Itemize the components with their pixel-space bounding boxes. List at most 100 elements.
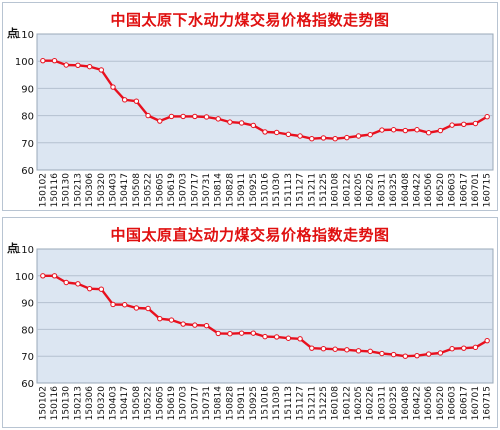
x-tick-label: 150522 [144,386,154,420]
data-point [51,273,58,279]
data-point [75,281,81,287]
data-point [145,305,151,312]
x-tick-label: 150403 [109,386,119,420]
x-tick-label: 150320 [97,173,107,208]
data-point [40,57,46,64]
x-tick-label: 160311 [377,173,387,207]
y-tick-label: 70 [21,352,34,363]
x-tick-label: 150925 [249,386,259,420]
data-point [133,98,140,104]
data-point [238,120,245,126]
data-point [262,333,268,340]
data-point [203,114,210,120]
y-tick-label: 60 [21,166,34,177]
x-tick-label: 151030 [272,386,282,421]
data-point [402,127,409,134]
x-tick-label: 151016 [261,173,271,208]
x-tick-label: 150703 [179,173,189,207]
x-tick-label: 160122 [342,173,352,207]
x-tick-label: 160205 [354,386,364,420]
data-point [180,113,186,120]
data-point [121,97,128,103]
data-point [344,347,350,353]
data-point [297,133,303,139]
data-point [285,131,292,138]
data-point [309,345,315,351]
x-tick-label: 150116 [50,173,60,208]
x-tick-label: 150417 [120,386,130,420]
data-point [98,286,105,292]
x-tick-label: 160715 [483,386,493,420]
x-tick-label: 160715 [483,173,493,207]
y-unit-label: 点 [7,27,18,40]
x-tick-label: 150828 [225,173,235,208]
data-point [437,127,444,134]
x-tick-label: 160226 [366,173,376,208]
data-point [63,279,69,286]
data-point [461,345,467,351]
x-tick-label: 160520 [436,386,446,421]
x-tick-label: 150102 [38,386,48,420]
data-point [425,130,432,136]
x-tick-label: 160617 [459,173,469,207]
x-tick-label: 150306 [85,173,95,208]
x-tick-label: 160205 [354,173,364,207]
x-tick-label: 160617 [459,386,469,420]
x-tick-label: 160603 [448,173,458,207]
data-point [379,350,385,357]
x-tick-label: 151030 [272,173,282,208]
x-tick-label: 151225 [319,386,329,420]
x-tick-label: 160325 [389,386,399,420]
data-point [238,330,245,336]
data-point [250,330,257,336]
data-point [414,127,420,133]
x-tick-label: 160108 [331,173,341,208]
data-point [297,336,303,342]
x-tick-label: 150717 [190,173,200,207]
data-point [51,57,58,64]
x-tick-label: 150417 [120,173,130,207]
data-point [332,346,338,352]
x-tick-label: 151127 [296,173,306,207]
data-point [344,134,350,141]
x-tick-label: 150717 [190,386,200,420]
data-point [425,351,432,357]
x-tick-label: 150403 [109,173,119,207]
x-tick-label: 160701 [471,173,481,207]
data-point [437,350,444,356]
x-tick-label: 150911 [237,173,247,207]
data-point [227,119,233,125]
x-tick-label: 160506 [424,386,434,421]
x-tick-label: 150703 [179,386,189,420]
data-point [309,136,315,142]
x-tick-label: 160325 [389,173,399,207]
data-point [355,133,362,139]
y-tick-label: 100 [15,272,34,283]
data-point [250,122,257,129]
x-tick-label: 150605 [155,386,165,420]
data-point [390,351,397,358]
x-tick-label: 160603 [448,386,458,420]
x-tick-label: 160506 [424,173,434,208]
x-tick-label: 151211 [307,386,317,420]
x-tick-label: 150213 [73,386,83,420]
x-tick-label: 150814 [214,386,224,421]
x-tick-label: 151113 [284,386,294,420]
data-point [320,135,327,141]
data-point [192,113,198,120]
x-tick-label: 160422 [413,173,423,207]
chart-panel-direct: 60 70 80 90 100 110 150102 150116 150130 150213 15… [2,217,498,428]
x-tick-label: 160226 [366,386,376,421]
x-tick-label: 151211 [307,173,317,207]
data-point [133,305,140,311]
chart-panel-shuttle: 60 70 80 90 100 110 150102 150116 150130 150213 15… [2,2,498,211]
data-point [75,62,81,68]
x-tick-label: 150605 [155,173,165,207]
data-point [110,301,116,308]
data-point [332,136,338,142]
plot-area [36,33,494,171]
x-tick-label: 150619 [167,173,177,208]
data-point [472,344,479,351]
y-tick-label: 80 [21,325,34,336]
